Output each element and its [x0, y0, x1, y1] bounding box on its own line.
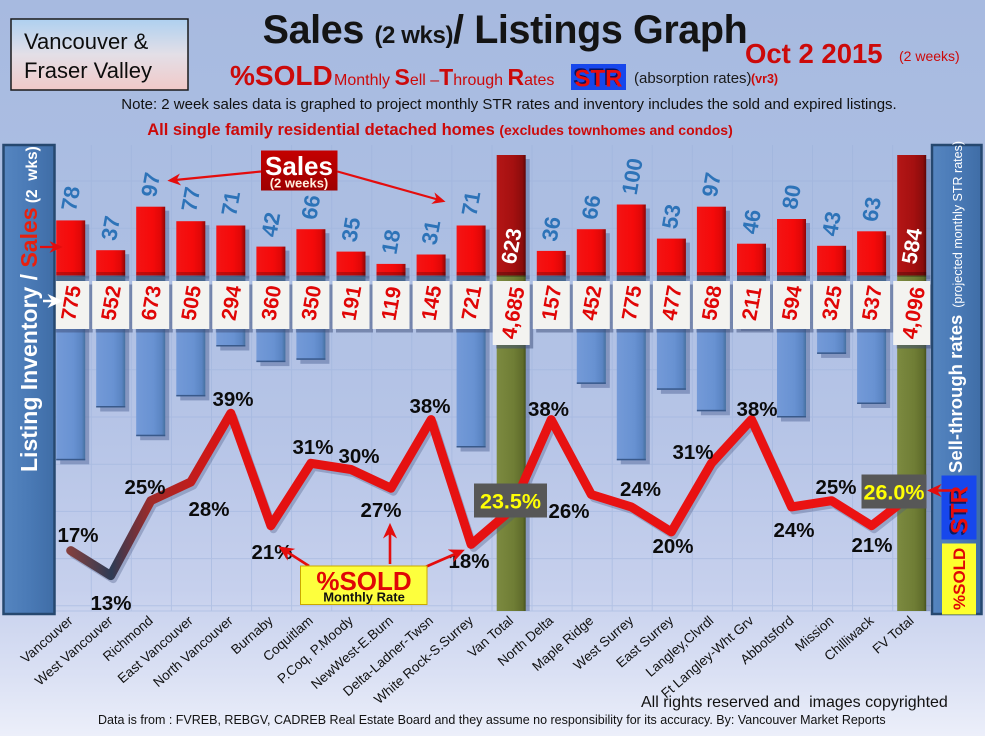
svg-text:38%: 38% [736, 398, 777, 421]
svg-text:53: 53 [657, 202, 686, 230]
svg-text:Listing Inventory / Sales (2: Listing Inventory / Sales (2 wks) [16, 146, 42, 472]
svg-text:Note: 2 week sales data is gra: Note: 2 week sales data is graphed to pr… [121, 96, 896, 113]
svg-text:63: 63 [857, 195, 886, 223]
svg-text:37: 37 [96, 214, 125, 242]
svg-text:35: 35 [337, 215, 366, 243]
svg-text:Data is from : FVREB, REBGV, C: Data is from : FVREB, REBGV, CADREB Real… [98, 713, 886, 727]
svg-text:Sell-through rates (projected: Sell-through rates (projected monthly ST… [945, 141, 966, 473]
svg-text:18: 18 [377, 228, 406, 256]
svg-text:Sales: Sales [265, 151, 333, 181]
svg-text:66: 66 [577, 193, 606, 221]
svg-text:46: 46 [737, 207, 766, 235]
svg-text:23.5%: 23.5% [480, 490, 541, 514]
svg-text:STR: STR [573, 64, 621, 91]
svg-text:24%: 24% [773, 519, 814, 542]
svg-text:Vancouver &: Vancouver & [24, 29, 149, 54]
svg-text:Monthly Rate: Monthly Rate [323, 590, 405, 605]
svg-text:27%: 27% [360, 499, 401, 522]
svg-text:(2 weeks): (2 weeks) [270, 176, 329, 191]
svg-text:Oct 2 2015: Oct 2 2015 [745, 38, 883, 69]
svg-text:20%: 20% [652, 535, 693, 558]
svg-text:97: 97 [136, 170, 165, 198]
svg-text:21%: 21% [851, 534, 892, 557]
svg-text:71: 71 [216, 189, 245, 217]
svg-text:26%: 26% [548, 500, 589, 523]
svg-text:30%: 30% [338, 445, 379, 468]
svg-text:(vr3): (vr3) [751, 72, 778, 86]
svg-text:28%: 28% [188, 498, 229, 521]
svg-text:43: 43 [817, 210, 846, 238]
svg-text:24%: 24% [620, 478, 661, 501]
svg-text:All single family residential: All single family residential detached h… [147, 121, 732, 139]
svg-text:26.0%: 26.0% [864, 481, 925, 505]
svg-text:38%: 38% [528, 398, 569, 421]
svg-text:STR: STR [575, 66, 623, 93]
svg-text:77: 77 [176, 185, 205, 213]
svg-text:Sales (2 wks)/ Listings Graph: Sales (2 wks)/ Listings Graph [263, 8, 748, 52]
svg-text:42: 42 [256, 210, 285, 238]
svg-text:80: 80 [777, 183, 806, 211]
svg-text:31%: 31% [672, 441, 713, 464]
svg-text:25%: 25% [815, 476, 856, 499]
svg-text:39%: 39% [212, 388, 253, 411]
svg-text:78: 78 [56, 184, 85, 212]
svg-text:71: 71 [457, 189, 486, 217]
svg-text:31%: 31% [292, 436, 333, 459]
svg-text:(2 weeks): (2 weeks) [899, 48, 960, 64]
svg-text:Fraser Valley: Fraser Valley [24, 58, 152, 83]
svg-text:All rights reserved and image: All rights reserved and images copyright… [641, 694, 948, 711]
svg-text:38%: 38% [409, 395, 450, 418]
svg-text:97: 97 [697, 170, 726, 198]
svg-text:(absorption rates): (absorption rates) [634, 70, 752, 87]
svg-text:%SOLD: %SOLD [230, 60, 333, 91]
svg-text:STR: STR [947, 486, 974, 534]
svg-text:%SOLD: %SOLD [950, 548, 969, 610]
svg-text:17%: 17% [57, 524, 98, 547]
svg-text:31: 31 [417, 218, 446, 246]
svg-text:66: 66 [296, 193, 325, 221]
svg-text:25%: 25% [124, 476, 165, 499]
svg-text:STR: STR [945, 488, 972, 536]
svg-text:13%: 13% [90, 592, 131, 615]
svg-text:36: 36 [537, 215, 566, 243]
svg-text:%SOLD: %SOLD [316, 566, 411, 596]
